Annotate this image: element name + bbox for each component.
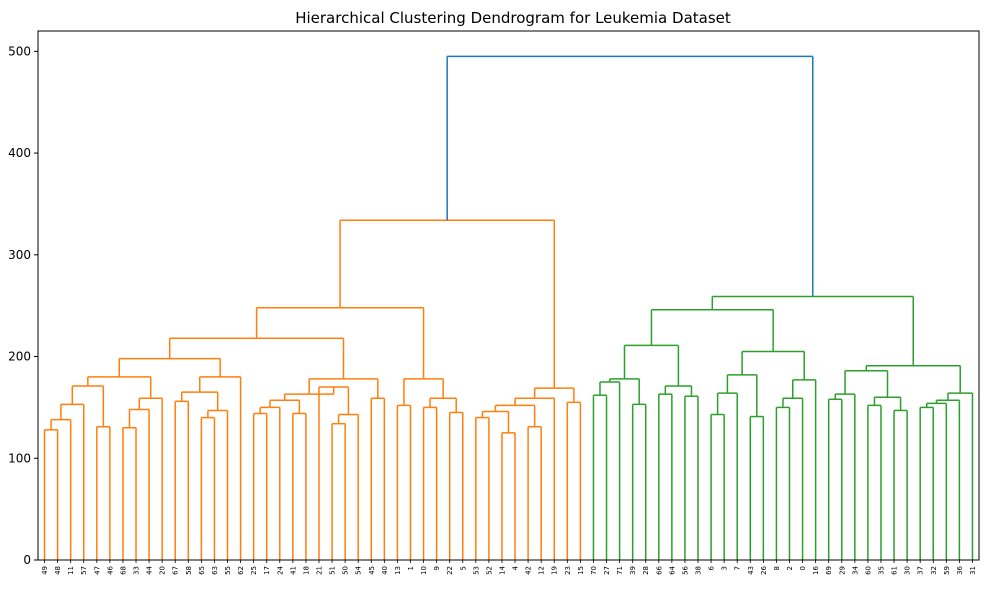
- leaf-label: 13: [394, 566, 402, 575]
- leaf-label: 20: [159, 566, 167, 575]
- leaf-label: 15: [577, 566, 585, 575]
- y-tick-label: 100: [8, 451, 31, 465]
- chart-title: Hierarchical Clustering Dendrogram for L…: [295, 9, 731, 27]
- leaf-label: 56: [681, 565, 689, 574]
- leaf-label: 54: [355, 565, 363, 574]
- leaf-label: 26: [760, 565, 768, 574]
- leaf-label: 52: [485, 566, 493, 575]
- leaf-label: 66: [655, 565, 663, 574]
- leaf-label: 64: [668, 565, 676, 574]
- leaf-label: 5: [459, 566, 467, 570]
- leaf-label: 38: [695, 566, 703, 575]
- leaf-label: 2: [786, 566, 794, 570]
- leaf-label: 31: [969, 566, 977, 575]
- leaf-label: 71: [616, 566, 624, 575]
- leaf-label: 35: [877, 566, 885, 575]
- leaf-label: 44: [146, 565, 154, 574]
- leaf-label: 24: [276, 565, 284, 574]
- leaf-label: 46: [106, 565, 114, 574]
- y-tick-label: 300: [8, 248, 31, 262]
- leaf-label: 40: [381, 566, 389, 575]
- leaf-label: 45: [368, 566, 376, 575]
- leaf-label: 27: [603, 566, 611, 575]
- leaf-label: 12: [538, 566, 546, 575]
- leaf-label: 67: [172, 566, 180, 575]
- leaf-label: 50: [342, 566, 350, 575]
- leaf-label: 3: [721, 566, 729, 570]
- leaf-label: 60: [864, 566, 872, 575]
- leaf-label: 42: [525, 566, 533, 575]
- leaf-label: 17: [263, 566, 271, 575]
- leaf-label: 9: [433, 566, 441, 570]
- leaf-label: 59: [943, 566, 951, 575]
- leaf-label: 70: [590, 566, 598, 575]
- y-tick-label: 400: [8, 146, 31, 160]
- leaf-label: 32: [930, 566, 938, 575]
- y-tick-label: 200: [8, 350, 31, 364]
- leaf-label: 28: [642, 566, 650, 575]
- leaf-label: 48: [54, 566, 62, 575]
- leaf-label: 11: [67, 566, 75, 575]
- leaf-label: 53: [472, 566, 480, 575]
- leaf-label: 23: [564, 566, 572, 575]
- leaf-label: 14: [498, 565, 506, 574]
- leaf-label: 37: [917, 566, 925, 575]
- y-tick-label: 0: [23, 553, 31, 567]
- leaf-label: 58: [185, 566, 193, 575]
- leaf-label: 41: [289, 566, 297, 575]
- dendrogram-links: [43, 55, 974, 560]
- leaf-label: 6: [708, 565, 716, 570]
- plot-frame: [37, 30, 980, 561]
- leaf-label: 1: [407, 566, 415, 570]
- leaf-label: 55: [224, 566, 232, 575]
- leaf-label: 51: [329, 566, 337, 575]
- leaf-label: 43: [747, 566, 755, 575]
- leaf-label: 22: [446, 566, 454, 575]
- x-axis: 49 48 11 57 47 46 68 33 44 20 67 58 65 63 55 62 25 17 24 41…: [41, 560, 977, 575]
- leaf-label: 33: [133, 566, 141, 575]
- leaf-label: 25: [250, 566, 258, 575]
- leaf-label: 49: [41, 566, 49, 575]
- leaf-label: 69: [825, 566, 833, 575]
- leaf-label: 4: [512, 565, 520, 570]
- leaf-label: 29: [838, 566, 846, 575]
- y-tick-label: 500: [8, 44, 31, 58]
- leaf-label: 34: [851, 565, 859, 574]
- leaf-label: 10: [420, 566, 428, 575]
- y-axis: 0 100 200 300 400 500: [8, 44, 38, 567]
- leaf-label: 65: [198, 566, 206, 575]
- leaf-label: 62: [237, 566, 245, 575]
- leaf-label: 0: [799, 566, 807, 570]
- leaf-label: 36: [956, 565, 964, 574]
- leaf-label: 21: [315, 566, 323, 575]
- leaf-label: 18: [302, 566, 310, 575]
- leaf-label: 8: [773, 566, 781, 570]
- leaf-label: 30: [904, 566, 912, 575]
- leaf-label: 57: [80, 566, 88, 575]
- leaf-label: 7: [734, 566, 742, 570]
- leaf-label: 61: [891, 566, 899, 575]
- leaf-label: 63: [211, 566, 219, 575]
- leaf-label: 47: [93, 566, 101, 575]
- leaf-label: 19: [551, 566, 559, 575]
- leaf-label: 68: [119, 566, 127, 575]
- leaf-label: 16: [812, 565, 820, 574]
- leaf-label: 39: [629, 566, 637, 575]
